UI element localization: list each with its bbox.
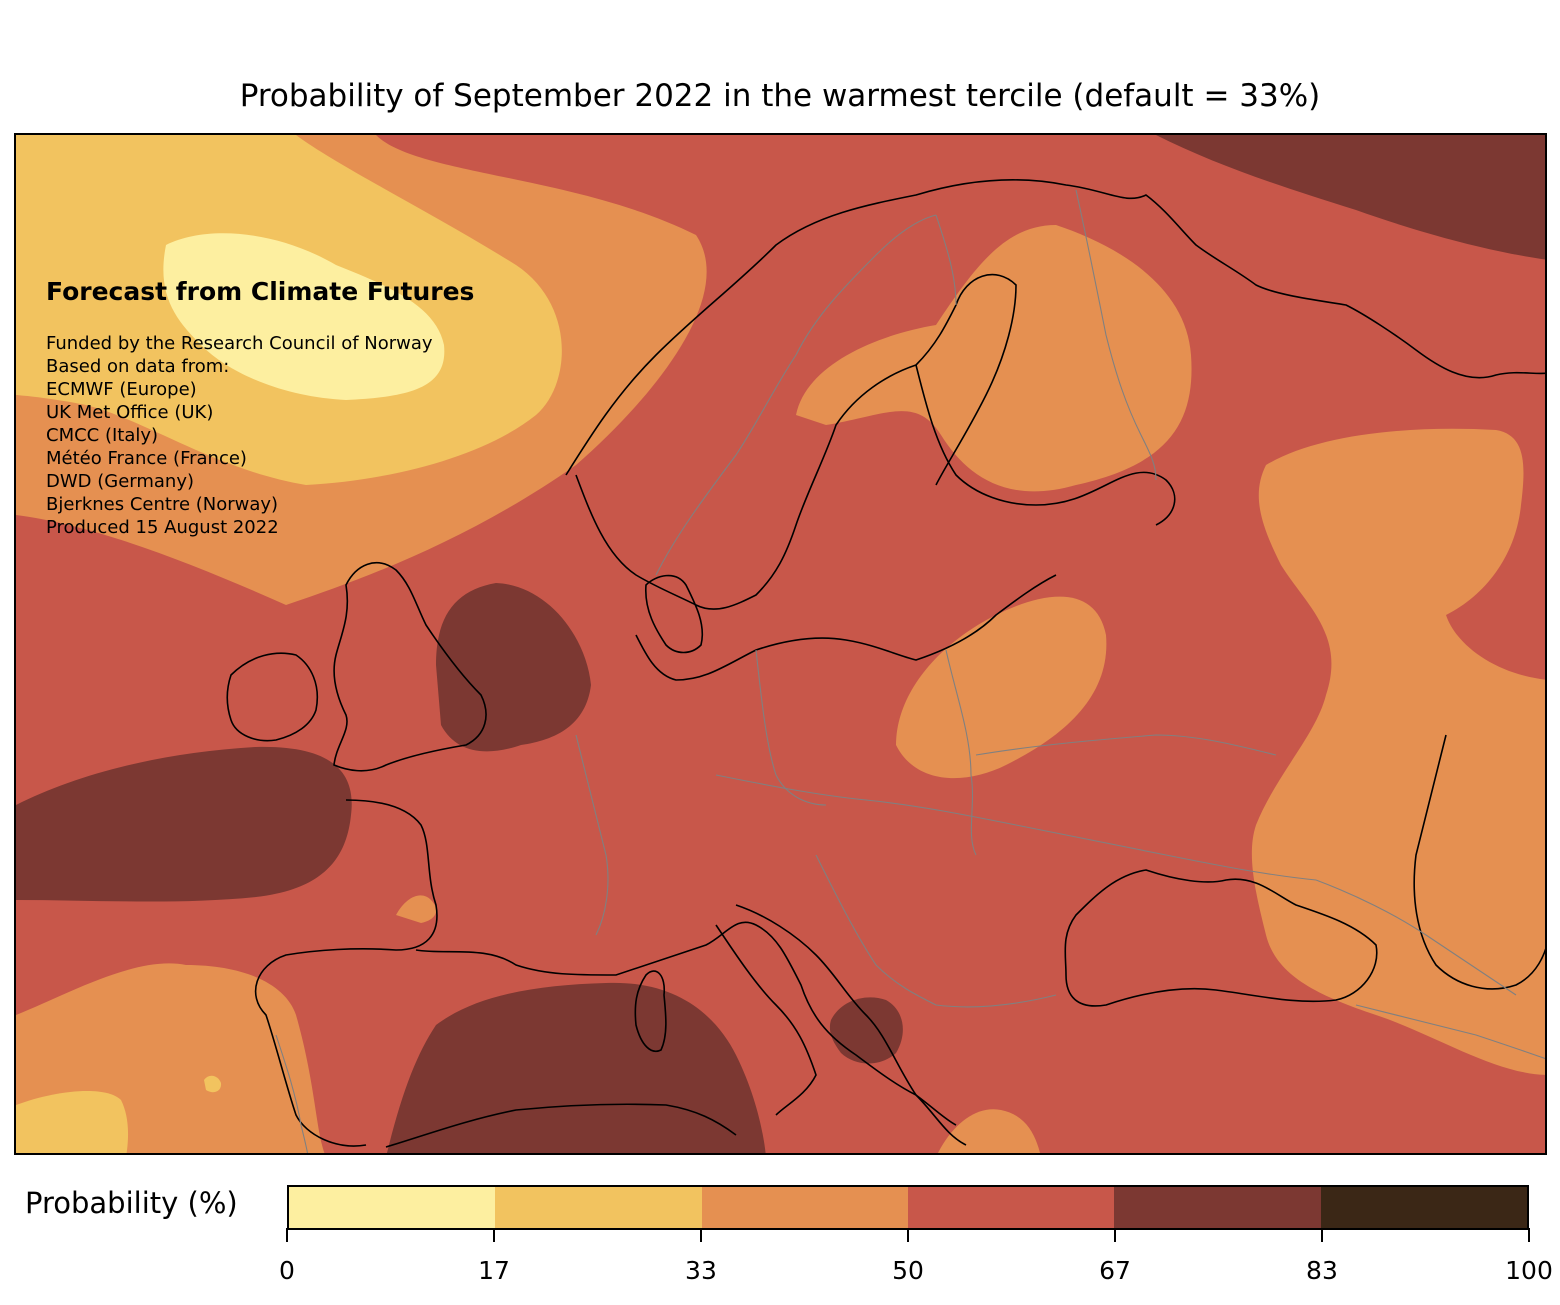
colorbar-tick [699,1228,702,1242]
class-33-50-region-south-med [938,1109,1040,1153]
border-balkans [815,854,1057,1008]
country-borders [275,189,1545,1153]
class-67-83-region-west-med [386,982,766,1153]
colorbar-tick-label: 83 [1306,1256,1338,1285]
colorbar-tick [493,1228,496,1242]
colorbar-segment-0-17 [289,1187,496,1228]
class-67-83-region-north-sea [436,583,591,752]
class-33-50-region-biscay-spot [396,895,437,923]
border-poland-east [945,649,977,856]
border-sweden-finland [935,214,957,306]
colorbar-segment-50-67 [907,1187,1115,1228]
colorbar-ticks: 0 17 33 50 67 83 100 [279,1228,1553,1298]
coastline-ireland [226,652,319,742]
colorbar-tick-label: 67 [1099,1256,1131,1285]
colorbar-segment-33-50 [701,1187,908,1228]
border-caucasus [1355,1004,1545,1060]
forecast-info: Forecast from Climate Futures Funded by … [46,277,474,539]
colorbar-tick [907,1228,909,1242]
border-russia-kazakhstan [1315,879,1517,996]
colorbar [287,1185,1529,1230]
coastlines [226,179,1545,1148]
colorbar-tick [286,1228,288,1242]
class-17-33-region-iberia [16,1091,128,1153]
coastline-mediterranean-north [415,921,957,1126]
credit-line: DWD (Germany) [46,471,195,492]
border-central-europe [715,774,1317,881]
coastline-italy [715,924,817,1116]
colorbar-segment-83-100 [1320,1187,1527,1228]
map-canvas [16,135,1545,1153]
border-belarus-ukraine [975,734,1277,756]
coastline-balkans-greece [735,904,967,1146]
colorbar-tick-label: 50 [892,1256,924,1285]
border-finland-russia [1075,189,1157,481]
credit-line: Bjerknes Centre (Norway) [46,494,279,515]
class-67-83-region-barents [1156,135,1545,260]
forecast-credits: Funded by the Research Council of Norway… [46,332,474,539]
coastline-black-sea [1064,869,1378,1007]
class-0-17-region-north-atlantic [163,233,445,400]
forecast-heading: Forecast from Climate Futures [46,277,475,306]
colorbar-tick [1320,1228,1323,1242]
coastline-caspian [1413,734,1545,990]
map-title: Probability of September 2022 in the war… [239,78,1321,114]
colorbar-segment-17-33 [495,1187,702,1228]
colorbar-tick-label: 0 [279,1256,295,1285]
colorbar-tick-label: 100 [1505,1256,1553,1285]
credit-line: Based on data from: [46,356,230,377]
coastline-north-africa [385,1103,737,1148]
colorbar-tick-label: 17 [478,1256,510,1285]
colorbar-tick-label: 33 [685,1256,717,1285]
credit-line: ECMWF (Europe) [46,379,197,400]
credit-line: Funded by the Research Council of Norway [46,333,433,354]
border-iberia [275,1034,308,1153]
credit-line: CMCC (Italy) [46,425,159,446]
class-67-83-region-bay-biscay [16,746,352,902]
class-67-83-region-adriatic [829,997,903,1064]
border-norway-sweden [655,214,937,576]
probability-map: Forecast from Climate Futures Funded by … [14,133,1547,1155]
coastline-germany-poland [635,574,1057,681]
border-france-germany [575,734,609,936]
coastline-finland [915,364,1176,526]
credit-line: UK Met Office (UK) [46,402,214,423]
coastline-corsica-sardinia [634,970,667,1052]
coastline-scandinavia [565,179,1545,476]
coastline-france-iberia [254,799,438,1147]
coastline-baltic-sweden [575,273,1017,610]
border-germany-poland [755,649,827,806]
class-33-50-region-east [1251,428,1545,1075]
credit-line: Météo France (France) [46,448,247,469]
class-33-50-region-poland [896,596,1107,779]
colorbar-tick [1114,1228,1117,1242]
coastline-great-britain [333,561,487,772]
class-33-50-region-scandinavia [796,225,1192,492]
coastline-denmark [645,574,704,654]
colorbar-segment-67-83 [1114,1187,1321,1228]
class-17-33-region-iberia-spot [204,1075,222,1093]
colorbar-tick [1528,1228,1530,1242]
credit-line: Produced 15 August 2022 [46,517,279,538]
colorbar-label: Probability (%) [25,1186,238,1220]
